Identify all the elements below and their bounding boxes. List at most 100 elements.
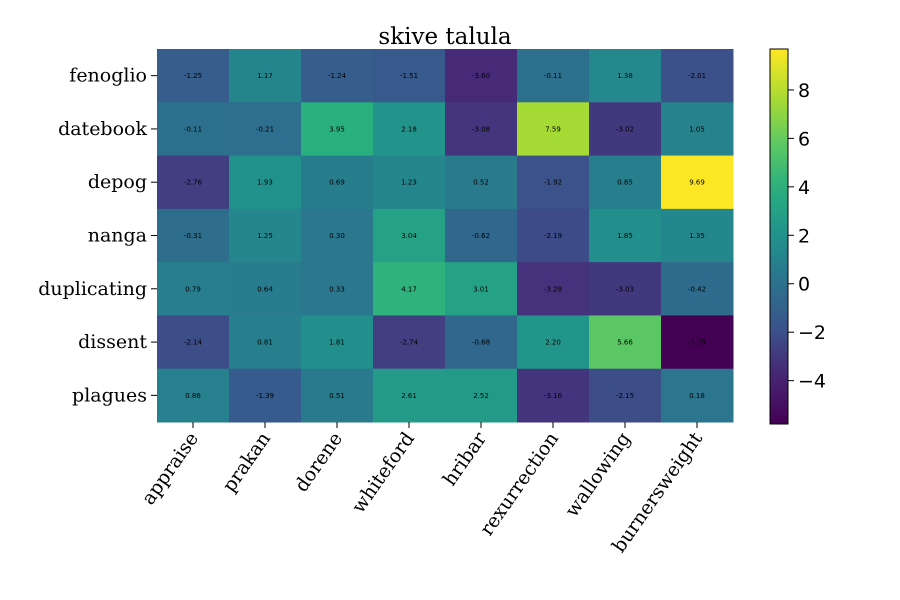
cell-value-label: 0.52 bbox=[473, 179, 489, 187]
heatmap-cell bbox=[229, 208, 302, 263]
heatmap-cell bbox=[373, 208, 446, 263]
cell-value-label: 0.86 bbox=[185, 392, 201, 400]
colorbar-tick-label: 4 bbox=[798, 177, 810, 199]
heatmap-cell bbox=[301, 155, 374, 210]
cell-value-label: -3.08 bbox=[472, 125, 490, 133]
colorbar-tick-label: 8 bbox=[798, 80, 810, 102]
y-axis: fenoglio datebook depog nanga duplicating dis… bbox=[38, 65, 157, 406]
cell-value-label: 0.33 bbox=[329, 285, 345, 293]
y-tick-label: depog bbox=[88, 171, 147, 193]
cell-value-label: -0.42 bbox=[688, 285, 706, 293]
cell-value-label: -3.03 bbox=[616, 285, 634, 293]
heatmap-cell bbox=[445, 155, 518, 210]
cell-value-label: 2.20 bbox=[545, 339, 561, 347]
cell-value-label: 0.81 bbox=[257, 339, 273, 347]
x-tick-label: dorene bbox=[290, 428, 347, 496]
cell-value-label: 4.17 bbox=[401, 285, 417, 293]
colorbar-tick-label: 0 bbox=[798, 274, 810, 296]
heatmap-cell bbox=[229, 155, 302, 210]
y-tick-label: fenoglio bbox=[69, 65, 147, 87]
heatmap-cell bbox=[589, 155, 662, 210]
heatmap-cell bbox=[589, 262, 662, 316]
heatmap-cell bbox=[517, 262, 590, 316]
cell-value-label: -0.11 bbox=[544, 72, 562, 80]
cell-value-label: 3.04 bbox=[401, 232, 417, 240]
heatmap-cell bbox=[373, 49, 446, 103]
cell-value-label: 1.35 bbox=[689, 232, 705, 240]
x-tick-label: rexurrection bbox=[476, 428, 563, 540]
cell-value-label: 0.30 bbox=[329, 232, 345, 240]
cell-value-label: 1.38 bbox=[617, 72, 633, 80]
cell-value-label: 3.01 bbox=[473, 285, 489, 293]
colorbar: −4 −2 0 2 4 6 8 bbox=[769, 48, 826, 425]
heatmap-cell bbox=[517, 315, 590, 370]
heatmap-cell bbox=[445, 208, 518, 263]
heatmap-cell bbox=[373, 368, 446, 423]
cell-value-label: 2.61 bbox=[401, 392, 417, 400]
cell-value-label: -0.68 bbox=[472, 339, 490, 347]
cell-value-label: 1.17 bbox=[257, 72, 273, 80]
cell-value-label: -1.51 bbox=[400, 72, 418, 80]
cell-value-label: 1.93 bbox=[257, 179, 273, 187]
heatmap-cell bbox=[157, 262, 230, 316]
cell-value-label: -0.11 bbox=[184, 125, 202, 133]
x-tick-label: hribar bbox=[439, 427, 492, 489]
heatmap-cell bbox=[589, 102, 662, 157]
cell-value-label: 0.64 bbox=[257, 285, 273, 293]
y-tick-label: duplicating bbox=[38, 278, 147, 300]
heatmap-cell bbox=[661, 208, 734, 263]
heatmap-cell bbox=[661, 315, 734, 370]
cell-value-label: -3.16 bbox=[544, 392, 563, 400]
heatmap-cell bbox=[373, 262, 446, 316]
cell-value-label: -2.01 bbox=[688, 72, 706, 80]
cell-value-label: -2.76 bbox=[184, 179, 203, 187]
cell-value-label: 0.18 bbox=[689, 392, 705, 400]
cell-value-label: 5.66 bbox=[617, 339, 633, 347]
heatmap-cell bbox=[373, 155, 446, 210]
cell-value-label: -1.92 bbox=[544, 179, 562, 187]
cell-value-label: 0.85 bbox=[617, 179, 633, 187]
cell-value-label: -2.19 bbox=[544, 232, 562, 240]
heatmap-cell bbox=[661, 49, 734, 103]
heatmap-cell bbox=[301, 315, 374, 370]
cell-value-label: 3.95 bbox=[329, 125, 345, 133]
x-axis: appraise prakan dorene whiteford hribarrexur… bbox=[137, 422, 707, 557]
heatmap-cell bbox=[445, 262, 518, 316]
heatmap-cell bbox=[661, 368, 734, 423]
cell-value-label: 1.85 bbox=[617, 232, 633, 240]
heatmap-cell bbox=[589, 208, 662, 263]
colorbar-gradient bbox=[769, 48, 789, 425]
cell-value-label: -1.24 bbox=[328, 72, 347, 80]
x-tick-label: wallowing bbox=[561, 428, 635, 521]
heatmap-cell bbox=[157, 49, 230, 103]
heatmap-cell bbox=[445, 315, 518, 370]
cell-value-label: 9.69 bbox=[689, 179, 705, 187]
cell-value-label: 7.59 bbox=[545, 125, 561, 133]
heatmap-cell-labels: -1.25 1.17 -1.24 -1.51 -3.60 -0.11 1.38 -2.01 -0… bbox=[184, 72, 706, 400]
cell-value-label: 1.05 bbox=[689, 125, 705, 133]
y-tick-label: dissent bbox=[78, 331, 147, 353]
heatmap-cell bbox=[661, 102, 734, 157]
heatmap-cell bbox=[517, 155, 590, 210]
y-tick-label: nanga bbox=[88, 225, 147, 247]
heatmap-cell bbox=[229, 315, 302, 370]
heatmap-cell bbox=[517, 208, 590, 263]
heatmap-cell bbox=[157, 368, 230, 423]
heatmap-cell bbox=[517, 49, 590, 103]
chart-title: skive talula bbox=[378, 24, 511, 50]
x-tick-label: appraise bbox=[137, 428, 203, 509]
cell-value-label: -2.15 bbox=[616, 392, 634, 400]
heatmap-cell bbox=[157, 102, 230, 157]
cell-value-label: -5.79 bbox=[688, 339, 706, 347]
heatmap-cell bbox=[589, 49, 662, 103]
cell-value-label: -1.25 bbox=[184, 72, 202, 80]
heatmap-cell bbox=[589, 368, 662, 423]
colorbar-tick-label: −2 bbox=[798, 322, 826, 344]
heatmap-cell bbox=[229, 102, 302, 157]
heatmap-cell bbox=[445, 102, 518, 157]
heatmap-cell bbox=[157, 315, 230, 370]
cell-value-label: 1.25 bbox=[257, 232, 273, 240]
cell-value-label: -3.28 bbox=[544, 285, 562, 293]
cell-value-label: -1.39 bbox=[256, 392, 274, 400]
